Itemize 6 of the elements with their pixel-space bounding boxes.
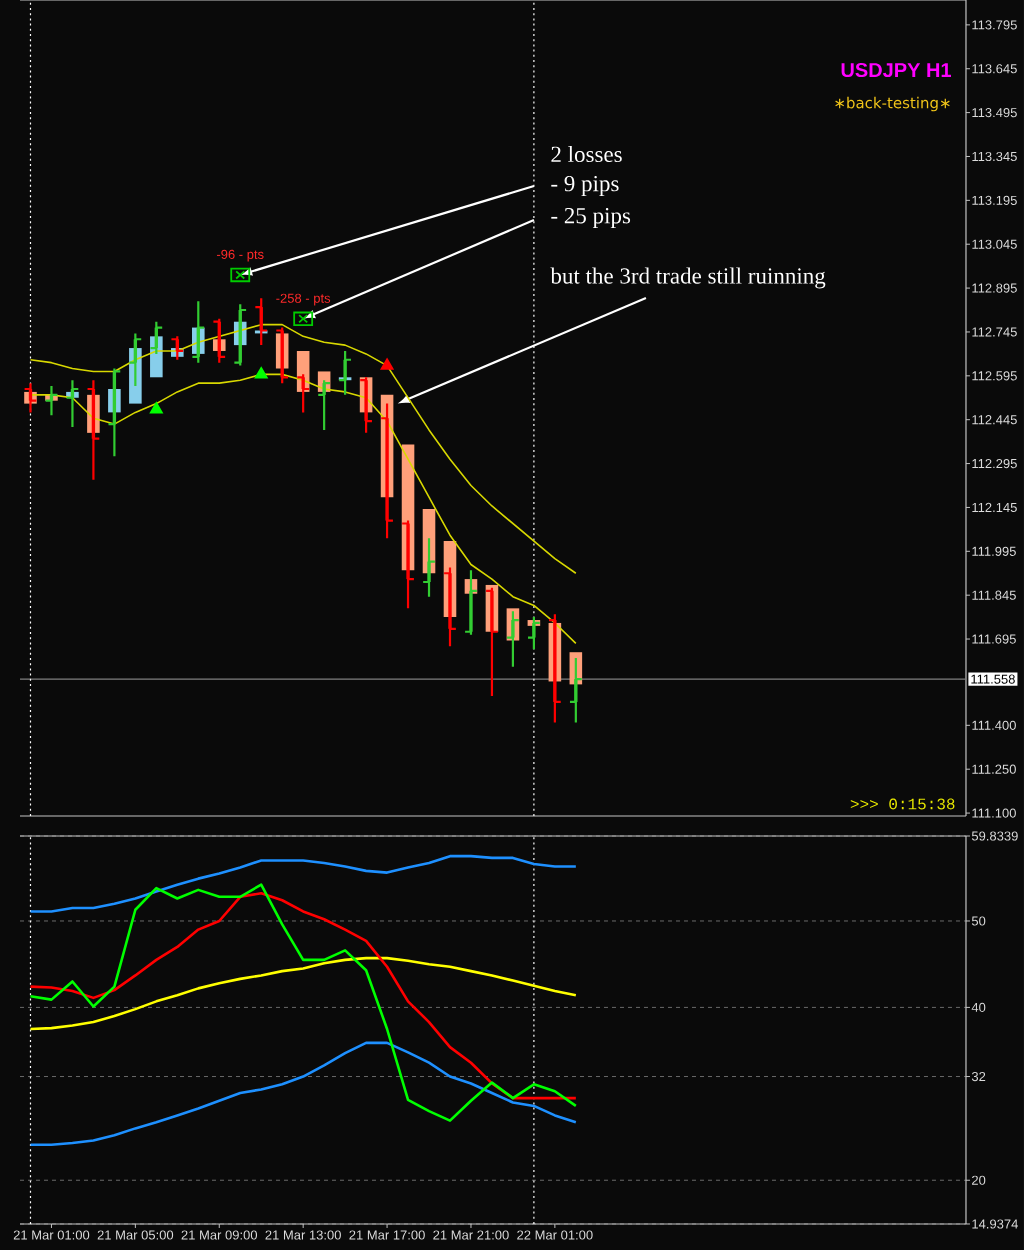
annotation: but the 3rd trade still ruinning (550, 267, 826, 289)
annotation: - 9 pips (551, 175, 619, 197)
text: USDJPY H1 (841, 62, 951, 78)
annotation: - 25 pips (551, 207, 631, 229)
annotation: >>> 0:15:38 (850, 798, 955, 810)
annotation: 2 losses (551, 145, 622, 163)
